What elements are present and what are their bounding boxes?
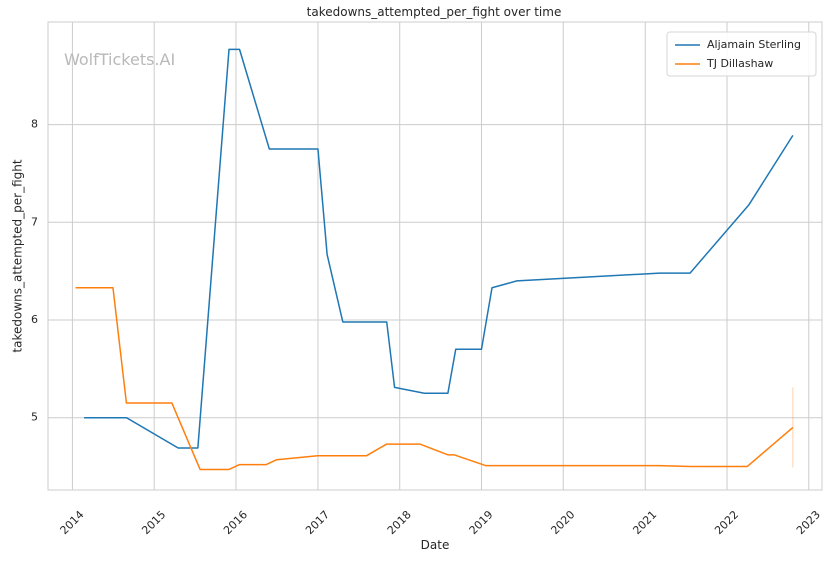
x-axis-title: Date [421, 538, 450, 552]
y-axis-title: takedowns_attempted_per_fight [11, 159, 25, 352]
legend-label: Aljamain Sterling [707, 38, 801, 51]
y-tick-label: 6 [31, 313, 38, 326]
grid-lines [48, 22, 822, 490]
legend-label: TJ Dillashaw [706, 57, 773, 70]
legend-box [666, 31, 817, 77]
series-line [84, 48, 794, 449]
y-tick-label: 7 [31, 215, 38, 228]
chart-title: takedowns_attempted_per_fight over time [307, 5, 562, 19]
series-line [75, 287, 794, 471]
y-tick-labels: 5 6 7 8 [31, 118, 38, 424]
y-tick-label: 8 [31, 118, 38, 131]
series-lines [75, 48, 794, 471]
watermark: WolfTickets.AI [64, 50, 175, 69]
legend: Aljamain Sterling TJ Dillashaw [666, 31, 817, 77]
plot-area-frame [47, 21, 823, 491]
y-tick-label: 5 [31, 411, 38, 424]
